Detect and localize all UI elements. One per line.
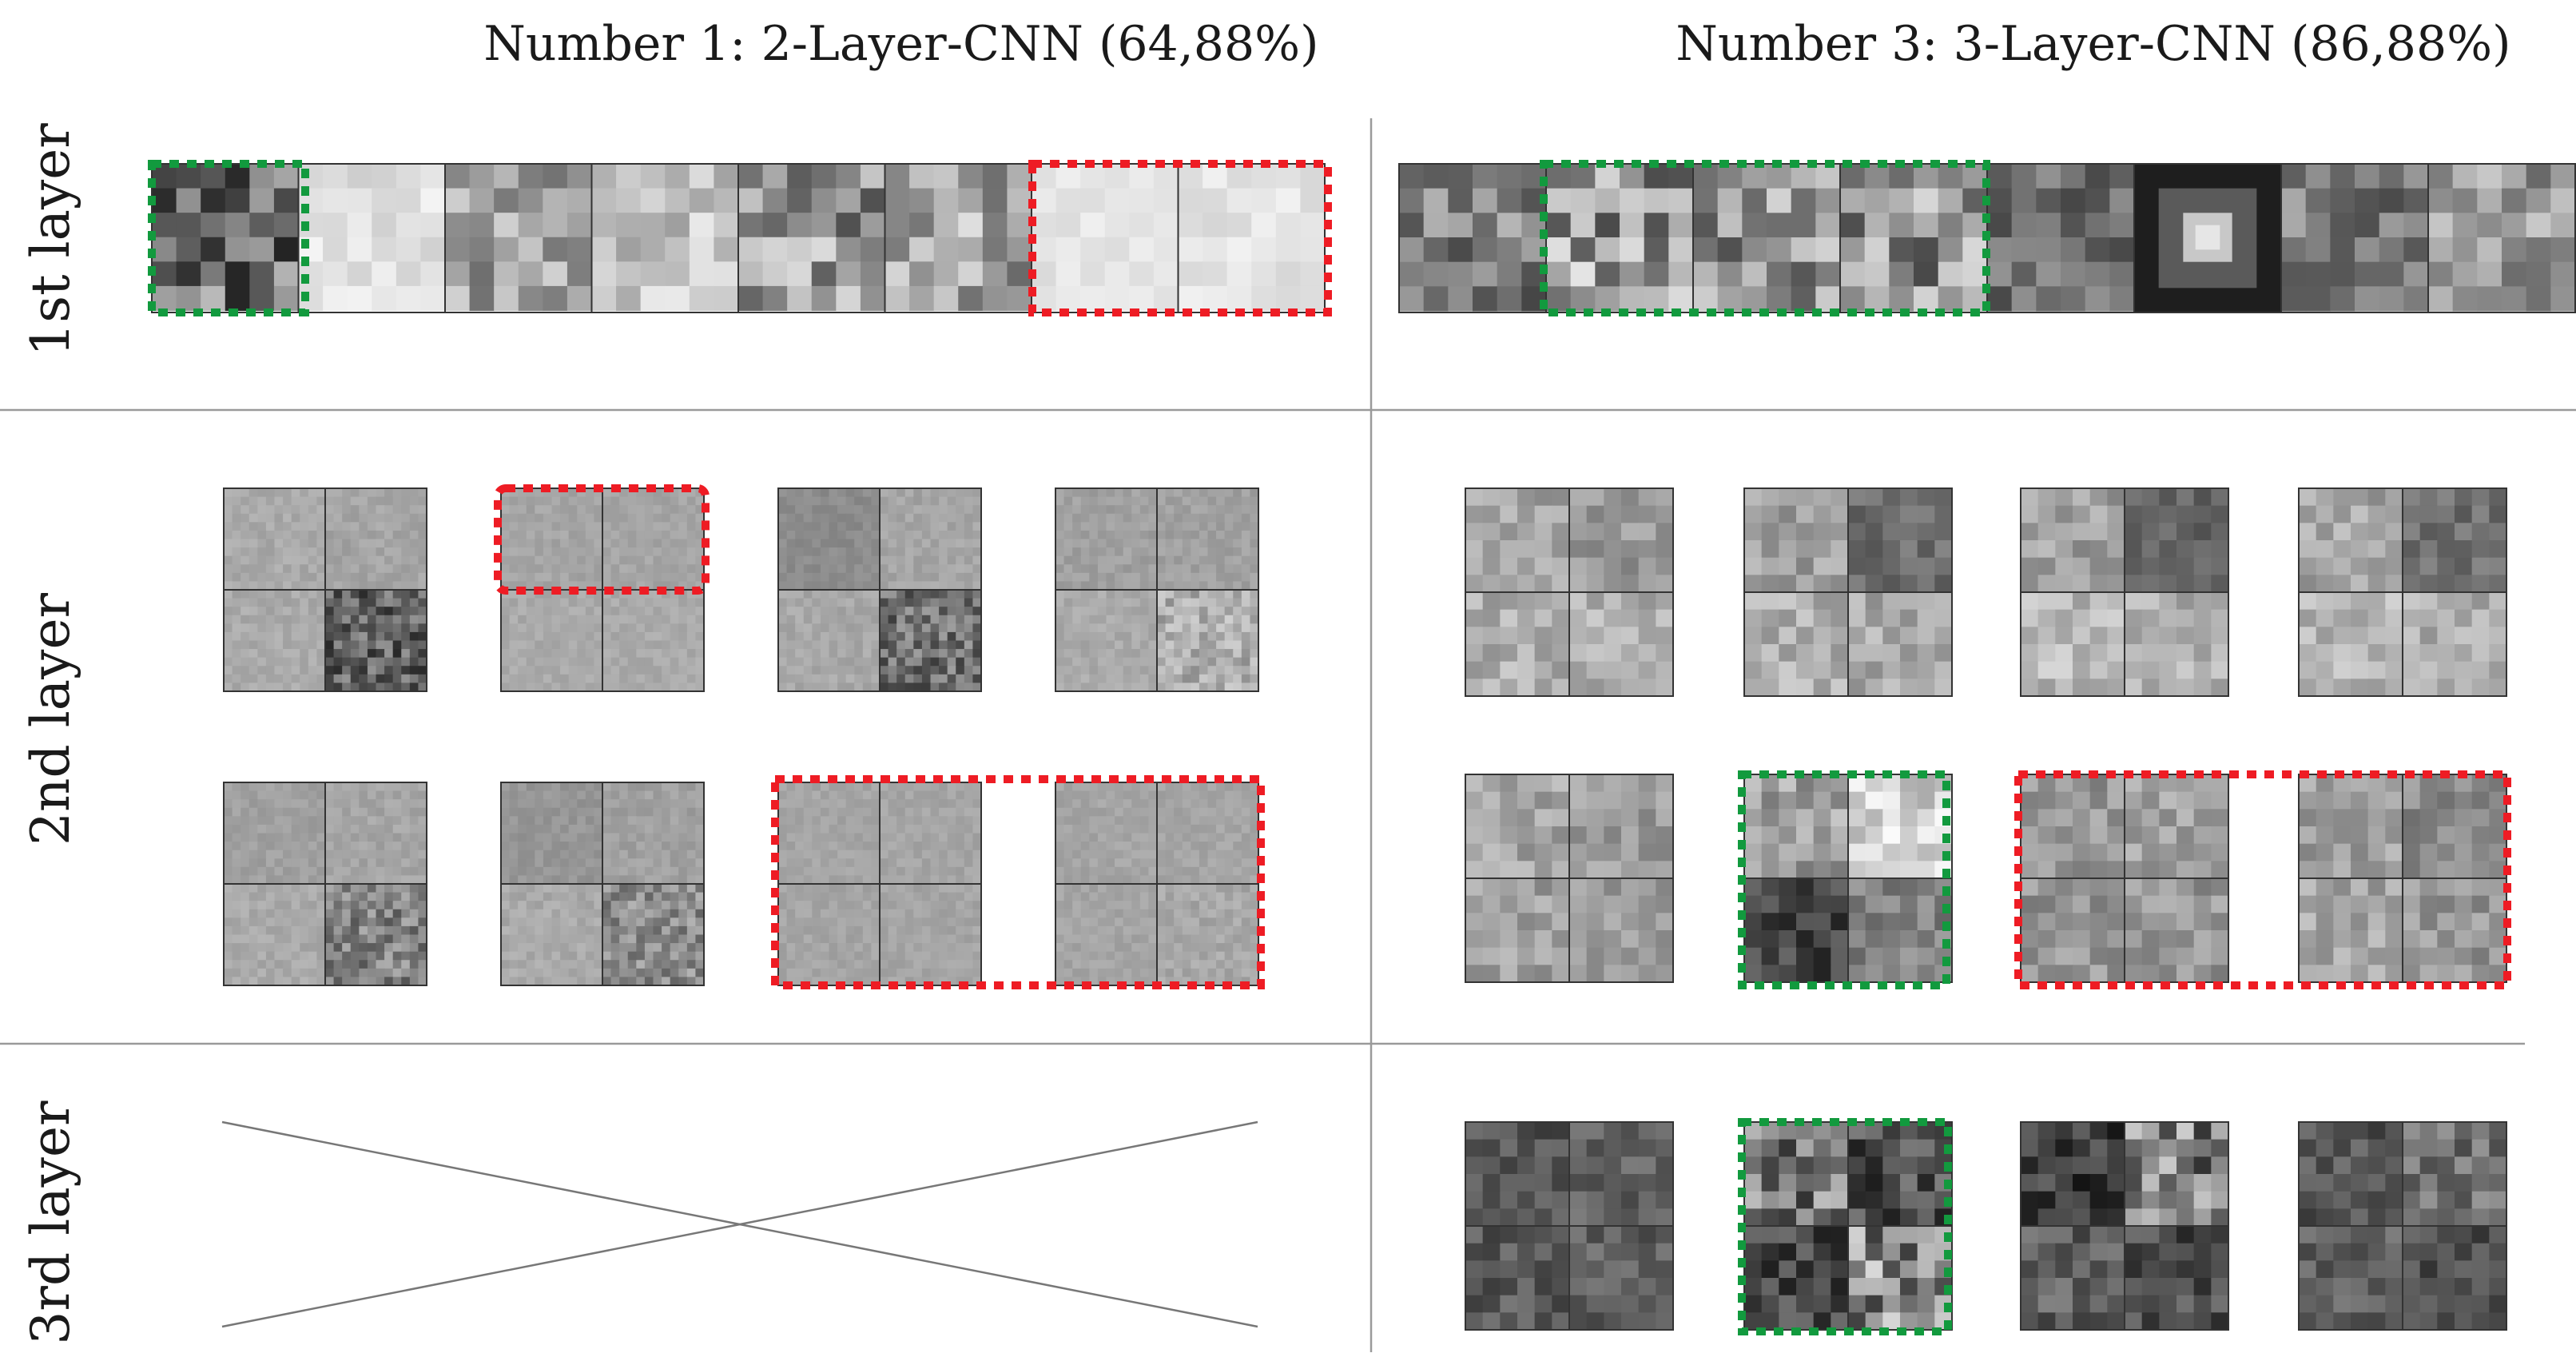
m1-l2-filter-7 (777, 782, 982, 986)
m1-l2-filter-8 (1055, 782, 1259, 986)
highlight-boxes (148, 160, 2511, 1335)
m3-l1-filter-4 (1839, 163, 1988, 313)
right-column-title: Number 3: 3-Layer-CNN (86,88%) (1676, 16, 2510, 72)
m1-l1-filter-4 (590, 163, 739, 313)
m3-l1-filter-1 (1398, 163, 1547, 313)
green-highlight-m3-l3 (1738, 1118, 1952, 1335)
m3-l3-filter-4 (2298, 1121, 2507, 1331)
model3-layer2-filters (1465, 488, 2507, 983)
m1-l1-filter-2 (297, 163, 446, 313)
m3-l2-filter-1 (1465, 488, 1674, 697)
m3-l1-filter-7 (2280, 163, 2429, 313)
green-highlight-m3-l1 (1540, 160, 1990, 316)
green-highlight-m3-l2 (1738, 770, 1950, 989)
left-column-title: Number 1: 2-Layer-CNN (64,88%) (483, 16, 1318, 72)
m3-l2-filter-7 (2020, 774, 2229, 983)
m3-l1-filter-2 (1545, 163, 1694, 313)
m1-l2-filter-5 (223, 782, 427, 986)
m1-l1-filter-8 (1177, 163, 1326, 313)
m3-l1-filter-6 (2133, 163, 2282, 313)
red-highlight-m1-l1 (1028, 160, 1332, 316)
model1-layer1-filters (151, 163, 1326, 313)
row-label-2nd-layer: 2nd layer (20, 593, 81, 846)
m3-l2-filter-8 (2298, 774, 2507, 983)
m3-l2-filter-4 (2298, 488, 2507, 697)
m3-l3-filter-3 (2020, 1121, 2229, 1331)
m3-l1-filter-5 (1986, 163, 2135, 313)
m3-l3-filter-1 (1465, 1121, 1674, 1331)
red-highlight-m1-l2-top (494, 484, 710, 595)
m1-l2-filter-6 (500, 782, 705, 986)
m1-l1-filter-1 (151, 163, 300, 313)
model3-layer3-filters (1465, 1121, 2507, 1331)
model3-layer1-filters (1398, 163, 2576, 313)
row-label-3rd-layer: 3rd layer (20, 1100, 81, 1345)
green-highlight-m1-l1 (148, 160, 309, 316)
model1-layer2-filters (223, 488, 1259, 986)
m1-l2-filter-2 (500, 488, 705, 692)
m1-l2-filter-1 (223, 488, 427, 692)
m3-l3-filter-2 (1743, 1121, 1953, 1331)
m1-l2-filter-3 (777, 488, 982, 692)
model1-layer3-empty-cross (221, 1120, 1258, 1328)
m1-l2-filter-4 (1055, 488, 1259, 692)
m3-l2-filter-3 (2020, 488, 2229, 697)
m3-l1-filter-8 (2427, 163, 2576, 313)
m1-l1-filter-5 (737, 163, 886, 313)
m1-l1-filter-6 (884, 163, 1032, 313)
row-label-1st-layer: 1st layer (20, 123, 81, 356)
m3-l2-filter-5 (1465, 774, 1674, 983)
grid-lines (0, 118, 2576, 1352)
m3-l1-filter-3 (1692, 163, 1841, 313)
cross-line-2 (221, 1120, 1258, 1328)
m1-l1-filter-3 (444, 163, 593, 313)
m3-l2-filter-6 (1743, 774, 1953, 983)
red-highlight-m1-l2-pair (771, 775, 1265, 989)
m1-l1-filter-7 (1031, 163, 1179, 313)
m3-l2-filter-2 (1743, 488, 1953, 697)
